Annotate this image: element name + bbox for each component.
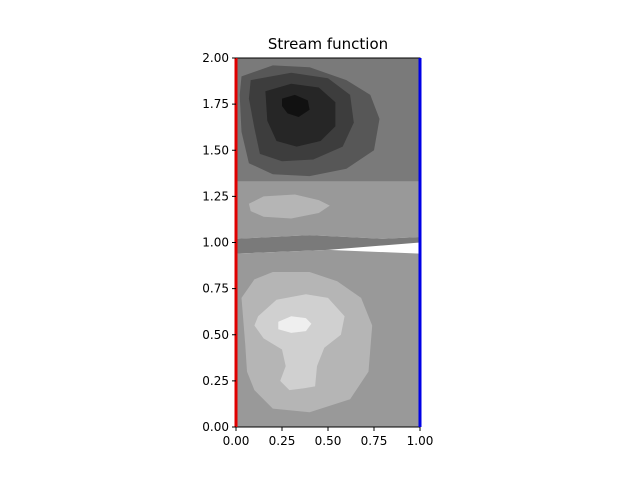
- x-tick-label: 0.50: [315, 434, 342, 448]
- x-tick-label: 0.25: [269, 434, 296, 448]
- y-tick-label: 0.75: [202, 282, 229, 296]
- contour-region-7: [282, 94, 310, 117]
- contour-region-2: [236, 235, 420, 254]
- y-tick-label: 2.00: [202, 51, 229, 65]
- x-axis: 0.00 0.25 0.50 0.75 1.00: [223, 427, 434, 448]
- y-axis: 0.00 0.25 0.50 0.75 1.00 1.25 1.50 1.75 2.00: [202, 51, 236, 434]
- y-tick-label: 1.75: [202, 97, 229, 111]
- contour-regions: [236, 58, 420, 427]
- x-tick-label: 0.75: [361, 434, 388, 448]
- x-tick-label: 1.00: [407, 434, 434, 448]
- contour-region-11: [278, 316, 312, 333]
- y-tick-label: 1.25: [202, 189, 229, 203]
- y-tick-label: 0.50: [202, 328, 229, 342]
- contour-region-8: [248, 194, 330, 219]
- y-tick-label: 0.00: [202, 420, 229, 434]
- y-tick-label: 0.25: [202, 374, 229, 388]
- chart-title: Stream function: [268, 35, 388, 53]
- y-tick-label: 1.50: [202, 143, 229, 157]
- contour-region-10: [254, 294, 345, 391]
- x-tick-label: 0.00: [223, 434, 250, 448]
- y-tick-label: 1.00: [202, 236, 229, 250]
